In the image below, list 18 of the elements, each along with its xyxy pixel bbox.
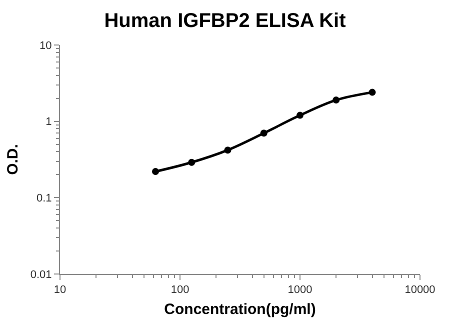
- point: [224, 146, 232, 154]
- point: [260, 130, 268, 137]
- y-axis-title: O.D.: [4, 144, 22, 175]
- point: [368, 88, 376, 96]
- x-tick-label: 10: [54, 284, 66, 296]
- x-axis-title: Concentration(pg/ml): [164, 301, 316, 318]
- y-tick-label: 0.1: [36, 192, 52, 205]
- x-tick-label: 100: [170, 284, 190, 296]
- chart-title: Human IGFBP2 ELISA Kit: [104, 10, 346, 32]
- point: [296, 112, 304, 119]
- y-tick-label: 10: [40, 40, 52, 52]
- point: [152, 168, 160, 176]
- x-tick-label: 1000: [288, 284, 312, 296]
- point: [332, 96, 340, 104]
- y-tick-label: 0.01: [30, 268, 52, 281]
- y-tick-label: 1: [46, 116, 52, 128]
- x-tick-label: 10000: [404, 284, 436, 296]
- point: [188, 158, 196, 166]
